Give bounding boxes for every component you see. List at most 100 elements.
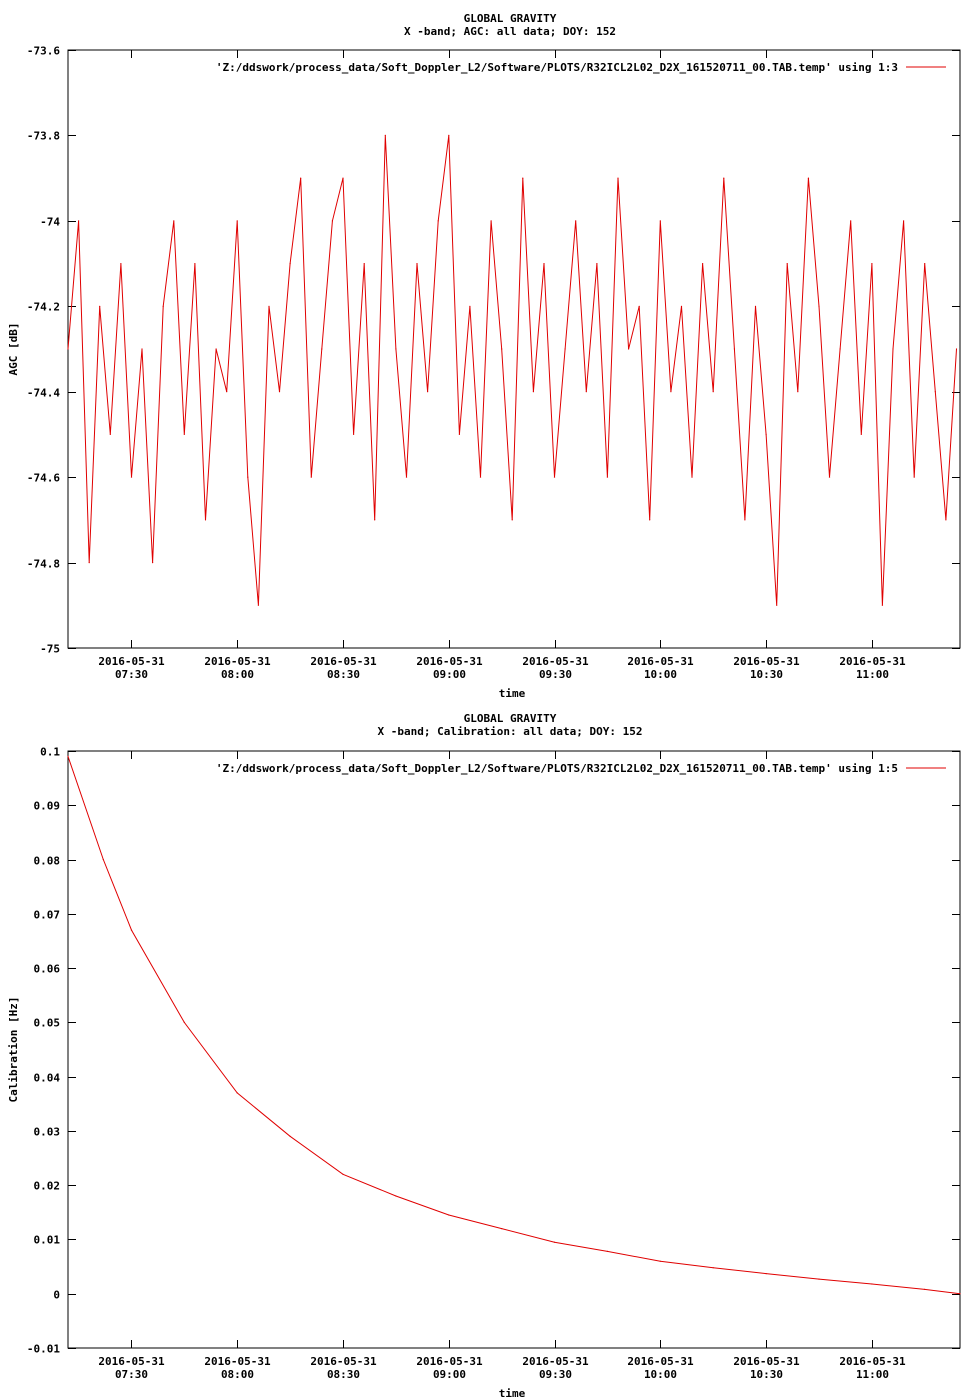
legend-entry: 'Z:/ddswork/process_data/Soft_Doppler_L2… [216,762,898,775]
data-point [797,391,799,393]
data-point [130,476,133,478]
x-tick-time-label: 10:30 [750,668,783,681]
data-point [99,305,101,307]
data-point [955,348,958,350]
data-point [152,562,154,564]
data-point [490,220,492,222]
y-tick-label: 0.04 [34,1072,61,1085]
y-tick-label: 0.09 [34,800,61,813]
data-point [67,348,69,350]
data-point [102,858,104,861]
data-point [342,177,344,179]
chart-subtitle: X -band; AGC: all data; DOY: 152 [404,25,616,38]
data-point [109,433,111,435]
data-point [617,177,619,179]
x-tick-date-label: 2016-05-31 [522,1355,589,1368]
data-point [659,1260,661,1262]
data-point [903,220,905,222]
data-point [120,263,122,265]
data-point [67,755,69,758]
x-tick-date-label: 2016-05-31 [310,655,377,668]
data-point [585,391,587,393]
series-line [67,756,961,1295]
data-point [501,1228,503,1230]
y-tick-label: 0.06 [34,963,61,976]
data-point [183,1021,185,1024]
data-point [691,476,693,478]
data-point [553,476,556,478]
y-tick-label: 0.05 [34,1017,61,1030]
x-tick-date-label: 2016-05-31 [98,655,165,668]
x-tick-date-label: 2016-05-31 [416,655,483,668]
data-point [924,1288,926,1290]
data-point [924,263,926,265]
x-tick-date-label: 2016-05-31 [627,655,694,668]
data-point [173,220,175,222]
x-tick-time-label: 08:30 [327,1368,360,1381]
x-tick-time-label: 09:30 [539,668,572,681]
y-tick-label: -75 [40,643,60,656]
data-point [257,604,259,606]
data-point [892,348,894,350]
data-point [300,177,302,179]
x-tick-time-label: 10:00 [644,668,677,681]
data-point [162,305,164,307]
data-point [310,476,312,478]
data-point [733,348,736,350]
data-point [236,220,238,222]
data-point [850,220,852,222]
y-tick-label: 0 [53,1289,60,1302]
data-point [606,1250,609,1252]
data-point [479,476,482,478]
data-point [765,433,767,435]
data-point [712,1267,714,1269]
data-point [268,305,270,307]
data-point [141,348,143,350]
data-point [776,604,778,606]
data-point [458,433,460,435]
data-point [88,562,90,564]
data-point [702,263,704,265]
data-point [723,177,725,179]
data-point [353,433,355,435]
y-tick-label: 0.01 [34,1234,61,1247]
data-point [818,1278,820,1280]
x-tick-date-label: 2016-05-31 [839,1355,906,1368]
x-tick-date-label: 2016-05-31 [416,1355,483,1368]
data-point [754,305,757,307]
data-point [596,263,598,265]
data-point [649,519,651,521]
data-point [628,348,630,350]
y-axis-label: AGC [dB] [7,323,20,376]
y-tick-label: -74 [40,216,60,229]
data-point [448,134,450,136]
x-tick-date-label: 2016-05-31 [98,1355,165,1368]
x-tick-time-label: 07:30 [115,668,148,681]
x-tick-time-label: 07:30 [115,1368,148,1381]
data-point [501,348,503,350]
x-tick-time-label: 11:00 [856,1368,889,1381]
data-point [183,433,185,435]
x-tick-time-label: 08:30 [327,668,360,681]
y-tick-label: -74.2 [27,301,60,314]
x-tick-date-label: 2016-05-31 [204,1355,271,1368]
data-point [204,519,207,521]
data-point [278,391,281,393]
data-point [226,391,228,393]
y-tick-label: 0.07 [34,909,61,922]
x-tick-date-label: 2016-05-31 [733,655,800,668]
x-axis-label: time [499,1387,526,1400]
data-point [130,929,133,931]
x-axis-label: time [499,687,526,700]
data-point [959,1293,961,1295]
data-point [511,519,513,521]
y-tick-label: 0.03 [34,1126,61,1139]
data-point [395,348,397,350]
data-point [289,263,291,265]
data-point [247,476,249,478]
chart-subtitle: X -band; Calibration: all data; DOY: 152 [378,725,643,738]
data-point [807,177,810,179]
data-point [818,305,820,307]
